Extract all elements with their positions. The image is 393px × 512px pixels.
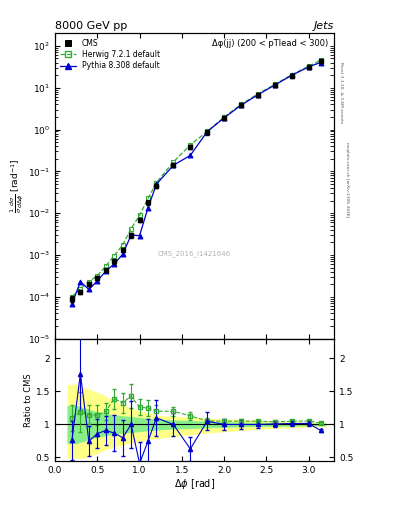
Text: CMS_2016_I1421646: CMS_2016_I1421646 — [158, 250, 231, 257]
X-axis label: $\Delta\phi$ [rad]: $\Delta\phi$ [rad] — [174, 477, 215, 492]
Legend: CMS, Herwig 7.2.1 default, Pythia 8.308 default: CMS, Herwig 7.2.1 default, Pythia 8.308 … — [59, 37, 162, 72]
Text: Δφ(jj) (200 < pTlead < 300): Δφ(jj) (200 < pTlead < 300) — [212, 39, 329, 49]
Y-axis label: Ratio to CMS: Ratio to CMS — [24, 373, 33, 426]
Text: 8000 GeV pp: 8000 GeV pp — [55, 21, 127, 31]
Y-axis label: $\frac{1}{\sigma}\frac{d\sigma}{d\Delta\phi}$ [rad$^{-1}$]: $\frac{1}{\sigma}\frac{d\sigma}{d\Delta\… — [9, 159, 26, 213]
Text: Rivet 3.1.10, ≥ 3.6M events: Rivet 3.1.10, ≥ 3.6M events — [339, 61, 343, 123]
Text: Jets: Jets — [314, 21, 334, 31]
Text: mcplots.cern.ch [arXiv:1306.3436]: mcplots.cern.ch [arXiv:1306.3436] — [345, 142, 349, 217]
